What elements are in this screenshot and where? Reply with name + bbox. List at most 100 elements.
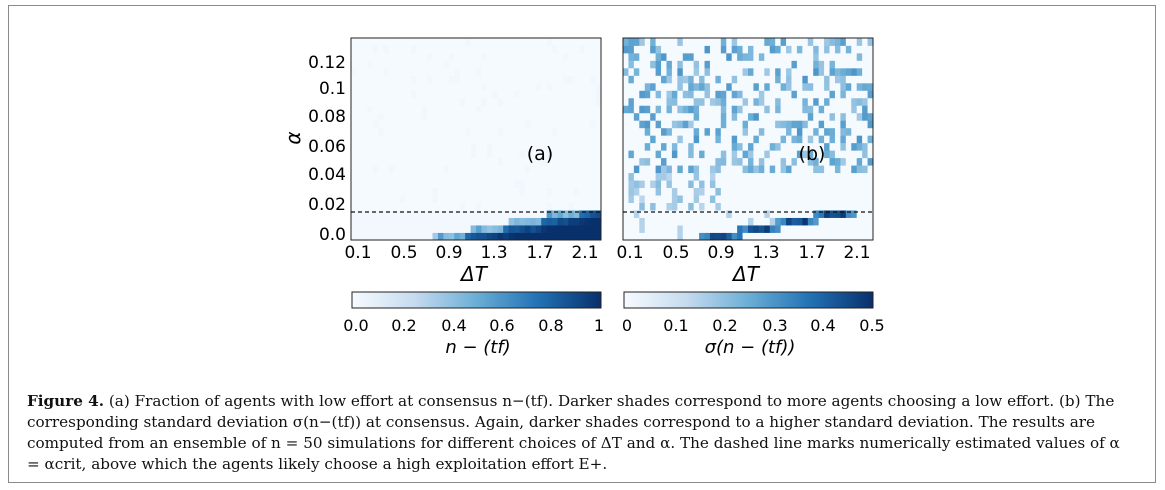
heatmap-cell [677, 38, 684, 46]
heatmap-cell [867, 60, 874, 69]
heatmap-cell [361, 105, 368, 114]
heatmap-cell [655, 38, 662, 46]
heatmap-cell [595, 135, 602, 144]
heatmap-cell [476, 82, 482, 91]
heatmap-cell [535, 82, 542, 91]
heatmap-cell [715, 142, 722, 151]
heatmap-cell [623, 90, 629, 99]
y-tick-label: 0.06 [308, 137, 346, 157]
heatmap-cell [780, 52, 787, 61]
heatmap-cell [753, 45, 760, 54]
heatmap-cell [476, 135, 482, 144]
heatmap-cell [644, 150, 651, 159]
heatmap-cell [655, 97, 662, 106]
heatmap-cell [851, 45, 858, 54]
heatmap-cell [867, 105, 874, 114]
heatmap-cell [394, 157, 401, 166]
heatmap-cell [394, 172, 401, 181]
heatmap-cell [807, 75, 814, 84]
heatmap-cell [552, 82, 558, 91]
heatmap-cell [688, 165, 695, 174]
heatmap-cell [704, 105, 711, 114]
heatmap-cell [862, 210, 868, 218]
heatmap-cell [829, 120, 836, 129]
heatmap-cell [796, 97, 803, 106]
heatmap-cell [410, 90, 417, 99]
heatmap-cell [454, 225, 461, 233]
heatmap-cell [650, 210, 656, 218]
heatmap-cell [623, 217, 629, 226]
heatmap-cell [628, 172, 635, 181]
heatmap-cell [726, 38, 733, 46]
heatmap-cell [421, 195, 428, 203]
heatmap-cell [661, 90, 667, 99]
heatmap-cell [742, 82, 749, 91]
heatmap-cell [459, 82, 466, 91]
heatmap-cell [818, 195, 825, 203]
heatmap-cell [829, 165, 836, 174]
heatmap-cell [769, 60, 776, 69]
heatmap-cell [737, 217, 743, 226]
heatmap-cell [862, 120, 868, 129]
heatmap-cell [497, 105, 504, 114]
heatmap-cell [356, 45, 363, 54]
heatmap-cell [720, 150, 727, 159]
heatmap-cell [470, 172, 477, 181]
heatmap-cell [351, 82, 357, 91]
heatmap-cell [557, 217, 564, 226]
heatmap-cell [481, 120, 488, 129]
heatmap-cell [840, 142, 847, 151]
heatmap-cell [514, 142, 520, 151]
heatmap-cell [486, 165, 493, 174]
heatmap-cell [802, 135, 809, 144]
heatmap-cell [361, 75, 368, 84]
heatmap-cell [731, 75, 738, 84]
heatmap-cell [726, 180, 733, 189]
heatmap-cell [459, 172, 466, 181]
heatmap-cell [699, 45, 705, 54]
heatmap-cell [661, 150, 667, 159]
heatmap-cell [497, 150, 504, 159]
heatmap-cell [557, 112, 564, 121]
heatmap-cell [824, 210, 830, 218]
heatmap-cell [552, 180, 558, 189]
heatmap-cell [682, 180, 689, 189]
heatmap-cell [742, 112, 749, 121]
heatmap-cell [443, 52, 450, 61]
heatmap-cell [497, 135, 504, 144]
heatmap-cell [573, 150, 580, 159]
heatmap-cell [595, 165, 602, 174]
heatmap-cell [421, 97, 428, 106]
heatmap-cell [361, 210, 368, 218]
heatmap-cell [410, 112, 417, 121]
heatmap-cell [351, 135, 357, 144]
heatmap-cell [378, 90, 384, 99]
heatmap-cell [753, 105, 760, 114]
heatmap-cell [497, 90, 504, 99]
heatmap-cell [840, 217, 847, 226]
heatmap-cell [421, 105, 428, 114]
heatmap-cell [623, 112, 629, 121]
heatmap-cell [856, 150, 863, 159]
heatmap-cell [791, 135, 798, 144]
heatmap-cell [546, 105, 553, 114]
heatmap-cell [786, 187, 792, 196]
heatmap-cell [568, 225, 575, 233]
heatmap-cell [682, 97, 689, 106]
heatmap-cell [497, 45, 504, 54]
heatmap-cell [399, 82, 406, 91]
heatmap-cell [682, 172, 689, 181]
heatmap-cell [503, 45, 509, 54]
heatmap-cell [372, 82, 379, 91]
heatmap-cell [410, 202, 417, 211]
heatmap-cell [628, 150, 635, 159]
heatmap-cell [775, 187, 781, 196]
heatmap-cell [666, 150, 673, 159]
heatmap-cell [824, 217, 830, 226]
heatmap-cell [791, 105, 798, 114]
heatmap-cell [720, 180, 727, 189]
heatmap-cell [818, 165, 825, 174]
heatmap-cell [845, 127, 852, 136]
heatmap-cell [470, 225, 477, 233]
heatmap-cell [856, 60, 863, 69]
